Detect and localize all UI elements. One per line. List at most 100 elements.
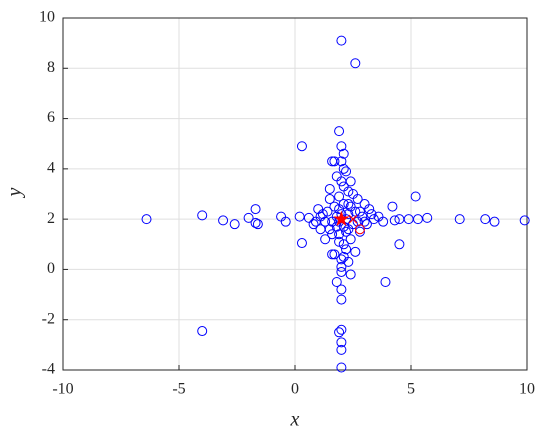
point: [350, 246, 361, 257]
point: [394, 239, 405, 250]
point: [336, 266, 347, 277]
point: [345, 269, 356, 280]
point: [336, 294, 347, 305]
y-tick-label: -2: [42, 310, 55, 327]
point: [336, 362, 347, 373]
point: [354, 206, 365, 217]
point: [373, 211, 384, 222]
y-axis-label: y: [4, 187, 26, 198]
point: [243, 212, 254, 223]
point: [359, 216, 370, 227]
point: [334, 327, 345, 338]
point: [454, 214, 465, 225]
point: [320, 234, 331, 245]
point: [336, 261, 347, 272]
y-tick-label: 4: [47, 160, 55, 177]
y-tick-label: 10: [39, 9, 55, 26]
point: [336, 344, 347, 355]
point: [343, 224, 354, 235]
point: [327, 229, 338, 240]
point: [359, 199, 370, 210]
point: [197, 326, 208, 337]
point: [341, 166, 352, 177]
point: [389, 215, 400, 226]
point: [334, 229, 345, 240]
point: [348, 214, 358, 224]
point: [352, 194, 363, 205]
point: [336, 35, 347, 46]
point: [352, 216, 363, 227]
point: [368, 214, 379, 225]
point: [327, 156, 338, 167]
point: [336, 284, 347, 295]
point: [341, 244, 352, 255]
y-tick-label: 8: [47, 59, 55, 76]
point: [338, 148, 349, 159]
x-tick-label: 0: [291, 381, 299, 398]
point: [141, 214, 152, 225]
point: [336, 141, 347, 152]
point: [313, 204, 324, 215]
x-tick-label: -5: [172, 381, 185, 398]
y-tick-label: 6: [47, 109, 55, 126]
point: [296, 238, 307, 249]
point: [343, 186, 354, 197]
point: [338, 251, 349, 262]
point: [250, 217, 261, 228]
point: [345, 234, 356, 245]
point: [334, 191, 345, 202]
point: [354, 224, 365, 235]
point: [343, 199, 354, 210]
point: [229, 219, 240, 230]
point: [336, 176, 347, 187]
point: [345, 201, 356, 212]
point: [336, 324, 347, 335]
point: [354, 226, 365, 237]
x-axis-label: x: [290, 409, 300, 431]
point: [327, 249, 338, 260]
point: [410, 191, 421, 202]
x-tick-label: -10: [52, 381, 73, 398]
point: [341, 226, 352, 237]
point: [338, 239, 349, 250]
point: [480, 214, 491, 225]
point: [315, 211, 326, 222]
point: [296, 141, 307, 152]
point: [343, 209, 354, 220]
point: [331, 277, 342, 287]
point: [324, 183, 335, 194]
y-tick-label: 0: [47, 260, 55, 277]
point: [394, 214, 405, 225]
x-tick-label: 10: [519, 381, 535, 398]
point: [334, 236, 345, 247]
point: [350, 58, 361, 69]
point: [308, 219, 319, 230]
point: [324, 224, 335, 235]
point: [361, 219, 372, 230]
point: [336, 337, 347, 348]
point: [336, 254, 347, 265]
point: [197, 210, 208, 221]
point: [338, 163, 349, 174]
point: [387, 201, 398, 212]
y-tick-label: 2: [47, 210, 55, 227]
point: [250, 204, 261, 215]
point: [329, 249, 340, 260]
point: [366, 209, 377, 220]
point: [334, 204, 345, 215]
point: [519, 215, 530, 226]
point: [322, 206, 333, 217]
point: [333, 210, 350, 227]
plot-frame: [62, 17, 528, 371]
point: [334, 126, 345, 137]
y-tick-label: -4: [42, 361, 55, 378]
point: [329, 201, 340, 212]
point: [324, 194, 335, 205]
x-tick-label: 5: [407, 381, 415, 398]
point: [280, 216, 291, 227]
point: [380, 277, 391, 287]
point: [329, 156, 340, 167]
point: [218, 215, 229, 226]
point: [489, 216, 500, 227]
